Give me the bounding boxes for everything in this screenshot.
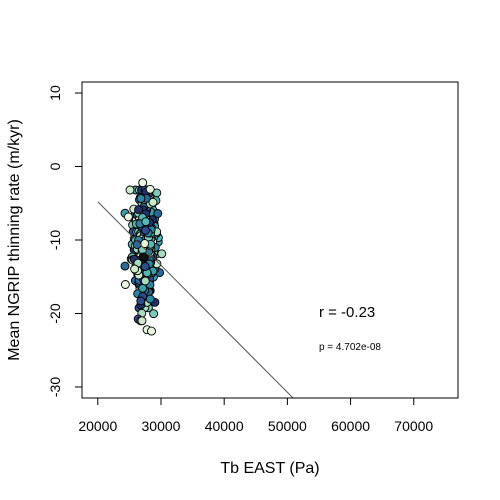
data-point <box>138 252 148 262</box>
x-axis-title: Tb EAST (Pa) <box>220 460 319 477</box>
data-point <box>145 184 155 194</box>
data-point <box>120 261 130 271</box>
data-point <box>141 225 150 235</box>
data-point <box>136 296 146 306</box>
data-point <box>153 209 163 218</box>
x-tick-label: 30000 <box>142 418 181 434</box>
data-point <box>136 194 146 203</box>
correlation-annotation: r = -0.23 <box>319 304 375 321</box>
y-tick-label: 10 <box>47 85 63 101</box>
data-point <box>138 283 148 293</box>
y-tick-label: -20 <box>47 303 63 323</box>
x-tick-label: 60000 <box>331 418 370 434</box>
data-point <box>140 262 150 271</box>
data-point <box>137 316 147 326</box>
data-point <box>145 294 155 304</box>
data-point <box>134 205 144 215</box>
data-point <box>147 326 156 336</box>
data-point <box>138 178 148 188</box>
data-point <box>157 249 167 259</box>
p-value-annotation: p = 4.702e-08 <box>319 342 381 353</box>
x-tick-label: 50000 <box>268 418 307 434</box>
y-tick-label: -10 <box>47 230 63 250</box>
regression-line <box>97 201 294 399</box>
x-tick-label: 20000 <box>78 418 117 434</box>
y-axis: -30 -20 -10 0 10 <box>47 85 83 397</box>
plot-area-border <box>81 81 459 399</box>
x-axis: 20000 30000 40000 50000 60000 70000 <box>78 397 433 434</box>
data-point <box>140 276 150 286</box>
y-tick-label: -30 <box>47 377 63 397</box>
y-axis-title: Mean NGRIP thinning rate (m/kyr) <box>6 119 23 361</box>
data-points <box>120 178 167 336</box>
y-tick-label: 0 <box>47 162 63 170</box>
x-tick-label: 40000 <box>205 418 244 434</box>
data-point <box>130 264 140 274</box>
data-point <box>123 212 133 222</box>
data-point <box>141 217 151 227</box>
data-point <box>125 185 135 195</box>
x-tick-label: 70000 <box>394 418 433 434</box>
data-point <box>120 280 130 289</box>
data-point <box>148 197 158 207</box>
data-point <box>149 309 159 319</box>
